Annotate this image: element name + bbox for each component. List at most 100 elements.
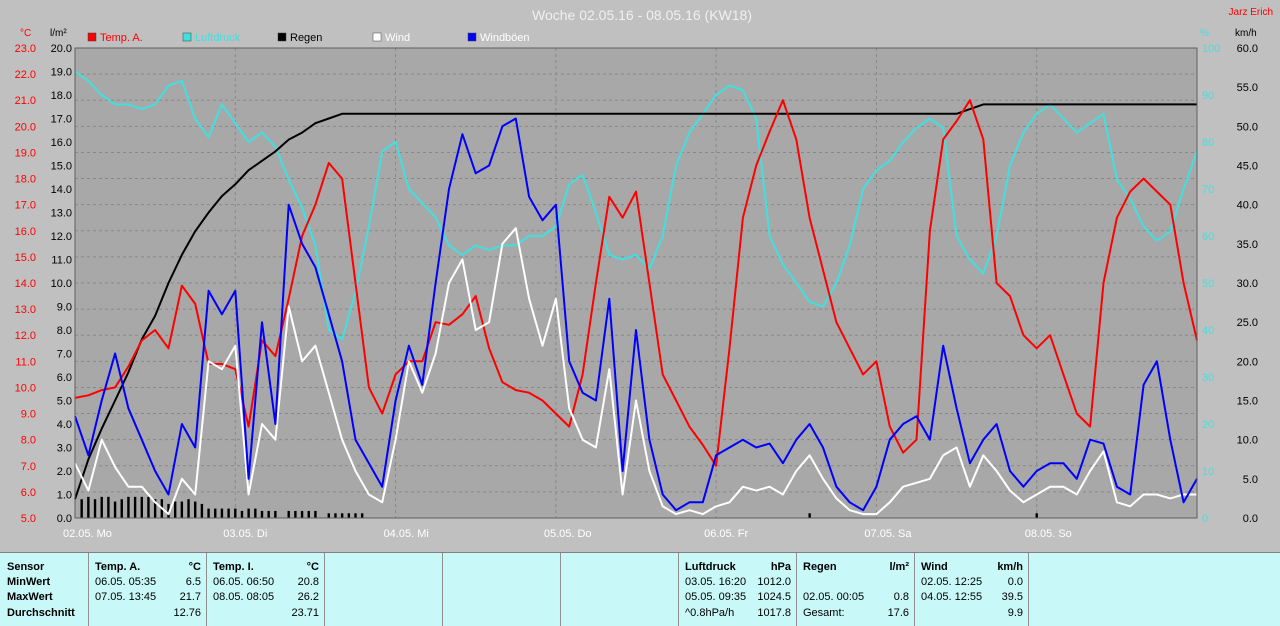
axis-tick-label: 80 — [1202, 137, 1214, 149]
stats-col-empty-3 — [560, 553, 679, 626]
axis-tick-label: 15.0 — [1237, 396, 1258, 408]
series-line-rain — [74, 103, 1197, 500]
axis-tick-label: 8.0 — [21, 435, 36, 447]
axis-tick-label: 90 — [1202, 90, 1214, 102]
rain-max-time: 02.05. 00:05 — [803, 591, 865, 603]
rain-bar — [360, 513, 364, 518]
x-tick-label: 03.05. Di — [223, 528, 267, 540]
axis-tick-label: 0.0 — [57, 513, 72, 525]
axis-tick-label: 19.0 — [51, 67, 72, 79]
axis-tick-label: 5.0 — [57, 396, 72, 408]
axis-tick-label: 2.0 — [57, 466, 72, 478]
axis-tick-label: 22.0 — [15, 69, 36, 81]
author-label: Jarz Erich — [1229, 7, 1273, 18]
x-tick-label: 08.05. So — [1025, 528, 1072, 540]
rain-bar — [133, 496, 137, 518]
series-line-wind — [74, 227, 1197, 516]
rain-bar — [113, 501, 117, 518]
axis-tick-label: 11.0 — [15, 356, 36, 368]
axis-tick-label: 30 — [1202, 372, 1214, 384]
stats-sensor-header: Sensor — [7, 561, 45, 573]
axis-tick-label: 12.0 — [51, 231, 72, 243]
axis-tick-label: 5.0 — [1243, 474, 1258, 486]
chart-title: Woche 02.05.16 - 08.05.16 (KW18) — [532, 7, 752, 23]
stats-col-wind: Wind km/h 02.05. 12:25 0.0 04.05. 12:55 … — [914, 553, 1029, 626]
rain-bar — [127, 496, 130, 518]
temp-i-max-time: 08.05. 08:05 — [213, 591, 275, 603]
axis-tick-label: 20.0 — [15, 121, 36, 133]
rain-bar — [247, 508, 250, 518]
axis-tick-label: 10.0 — [1237, 435, 1258, 447]
series-lines — [74, 70, 1198, 516]
axis-tick-label: 8.0 — [57, 325, 72, 337]
rain-bar — [347, 513, 351, 518]
stats-col-temp-a: Temp. A. °C 06.05. 05:35 6.5 07.05. 13:4… — [88, 553, 207, 626]
axis-tick-label: 15.0 — [15, 252, 36, 264]
wind-unit: km/h — [997, 561, 1023, 573]
rain-bar — [153, 499, 157, 518]
legend-label: Wind — [385, 32, 410, 44]
pressure-title: Luftdruck — [685, 561, 736, 573]
rain-bar — [307, 510, 310, 518]
axis-tick-label: 40.0 — [1237, 200, 1258, 212]
series-line-gusts — [74, 117, 1198, 512]
axis-tick-label: 16.0 — [51, 137, 72, 149]
axis-tick-label: 25.0 — [1237, 317, 1258, 329]
axis-tick-label: 40 — [1202, 325, 1214, 337]
legend-label: Luftdruck — [195, 32, 241, 44]
axis-tick-label: 16.0 — [15, 226, 36, 238]
rain-bar — [294, 510, 297, 518]
axis-tick-label: 19.0 — [15, 147, 36, 159]
rain-bar — [334, 513, 337, 518]
wind-max: 39.5 — [1001, 591, 1023, 603]
x-tick-label: 02.05. Mo — [63, 528, 112, 540]
rain-bar — [87, 496, 90, 518]
stats-col-sensor: Sensor MinWert MaxWert Durchschnitt — [0, 553, 88, 626]
rain-unit: l/m² — [889, 561, 909, 573]
axis-tick-label: 9.0 — [57, 302, 72, 314]
axis-tick-label: 60 — [1202, 231, 1214, 243]
rain-bar — [80, 499, 83, 518]
axis-tick-label: 20.0 — [1237, 356, 1258, 368]
statistics-table: Sensor MinWert MaxWert Durchschnitt Temp… — [0, 552, 1280, 626]
rain-bar — [147, 496, 150, 518]
legend-label: Regen — [290, 32, 322, 44]
rain-bar — [354, 513, 357, 518]
stats-col-empty-2 — [442, 553, 561, 626]
stats-label-avg: Durchschnitt — [7, 607, 75, 619]
rain-bar — [254, 508, 257, 518]
axis-tick-label: 11.0 — [51, 255, 72, 267]
temp-a-max: 21.7 — [179, 591, 201, 603]
rain-bar — [314, 510, 317, 518]
rain-bar — [194, 501, 197, 518]
rain-bar — [207, 508, 210, 518]
axis-tick-label: 1.0 — [57, 490, 72, 502]
axis-tick-label: 12.0 — [15, 330, 36, 342]
axis-tick-label: 4.0 — [57, 419, 72, 431]
axis-tick-label: 50 — [1202, 278, 1214, 290]
stats-col-empty-4 — [1028, 553, 1280, 626]
rain-bar — [808, 513, 811, 518]
temp-a-avg: 12.76 — [173, 607, 201, 619]
axis-tick-label: 55.0 — [1237, 82, 1258, 94]
stats-col-rain: Regen l/m² 02.05. 00:05 0.8 Gesamt: 17.6 — [796, 553, 915, 626]
legend-swatch — [277, 32, 287, 42]
axis-tick-label: 30.0 — [1237, 278, 1258, 290]
rain-bar — [340, 513, 344, 518]
stats-col-temp-i: Temp. I. °C 06.05. 06:50 20.8 08.05. 08:… — [206, 553, 325, 626]
rain-bar — [100, 496, 103, 518]
legend-label: Windböen — [480, 32, 530, 44]
weekly-weather-chart: 23.0 22.0 21.0 20.0 19.0 18.0 17.0 16.0 15.0 14.0… — [15, 7, 1273, 540]
pressure-min-time: 03.05. 16:20 — [685, 576, 747, 588]
axis-tick-label: 7.0 — [21, 461, 36, 473]
rain-bar — [200, 503, 204, 518]
axis-tick-label: 100 — [1202, 43, 1220, 55]
pressure-unit-label: % — [1200, 28, 1209, 39]
legend-swatch — [182, 32, 192, 42]
rain-bar — [234, 508, 237, 518]
rain-total: 17.6 — [887, 607, 909, 619]
temp-unit-label: °C — [20, 28, 31, 39]
legend-swatch — [467, 32, 477, 42]
rain-bar — [240, 510, 244, 518]
